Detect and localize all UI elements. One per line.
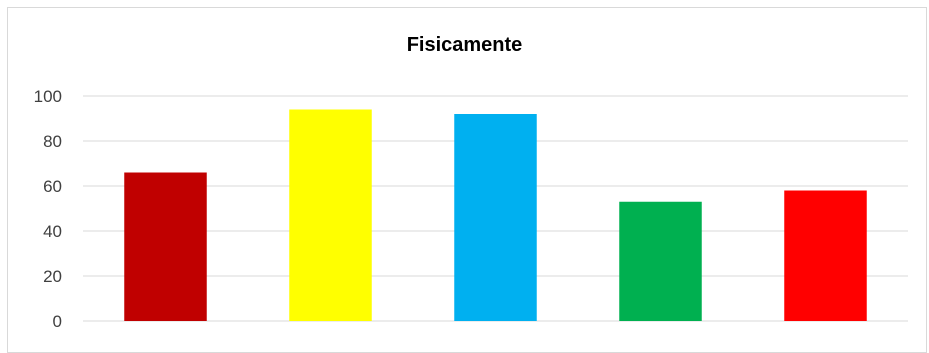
chart-title: Fisicamente bbox=[406, 34, 523, 56]
bar-4 bbox=[619, 201, 702, 321]
y-tick-label: 0 bbox=[53, 312, 62, 331]
bar-1 bbox=[124, 172, 207, 321]
y-axis-tick-labels: 0 20 40 60 80 100 bbox=[34, 87, 62, 331]
bar-3 bbox=[454, 114, 537, 321]
y-tick-label: 60 bbox=[43, 177, 62, 196]
y-tick-label: 100 bbox=[34, 87, 62, 106]
bar-2 bbox=[289, 109, 372, 321]
bar-5 bbox=[784, 190, 867, 321]
y-tick-label: 40 bbox=[43, 222, 62, 241]
bars bbox=[124, 109, 867, 321]
y-tick-label: 80 bbox=[43, 132, 62, 151]
y-tick-label: 20 bbox=[43, 267, 62, 286]
